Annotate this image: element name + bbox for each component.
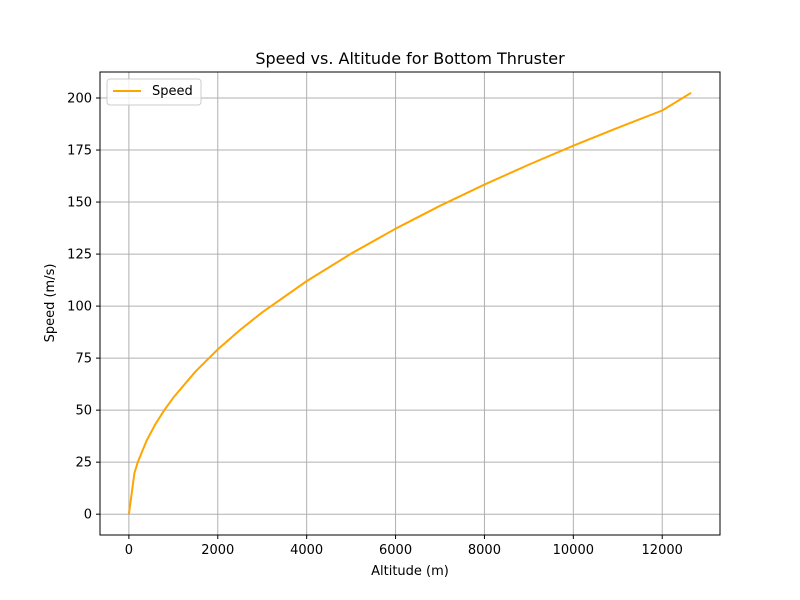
x-tick-label: 12000 (642, 543, 683, 558)
plot-frame (99, 71, 721, 536)
plot-series (127, 91, 692, 515)
x-tick-label: 4000 (290, 543, 323, 558)
y-tick-label: 0 (84, 508, 92, 523)
legend-box (106, 78, 202, 106)
y-tick-label: 75 (75, 352, 92, 367)
x-tick-label: 0 (125, 543, 133, 558)
y-tick-label: 125 (67, 248, 92, 263)
x-tick-label: 6000 (379, 543, 412, 558)
x-tick-label: 2000 (201, 543, 234, 558)
grid (100, 72, 720, 535)
y-axis-ticks: 0 25 50 75 100 125 150 175 200 (67, 92, 100, 523)
y-axis-title: Speed (m/s) (43, 264, 58, 343)
x-axis-ticks: 0 2000 4000 6000 8000 10000 12000 (125, 535, 683, 558)
series-line-speed (127, 91, 692, 515)
legend-label: Speed (152, 84, 193, 99)
y-tick-label: 175 (67, 144, 92, 159)
y-tick-label: 25 (75, 456, 92, 471)
y-tick-label: 100 (67, 300, 92, 315)
x-tick-label: 10000 (553, 543, 594, 558)
x-axis-title: Altitude (m) (371, 564, 449, 579)
chart-title: Speed vs. Altitude for Bottom Thruster (255, 49, 565, 68)
y-tick-label: 150 (67, 196, 92, 211)
y-tick-label: 200 (67, 92, 92, 107)
legend: Speed (106, 78, 202, 106)
y-tick-label: 50 (75, 404, 92, 419)
x-tick-label: 8000 (468, 543, 501, 558)
